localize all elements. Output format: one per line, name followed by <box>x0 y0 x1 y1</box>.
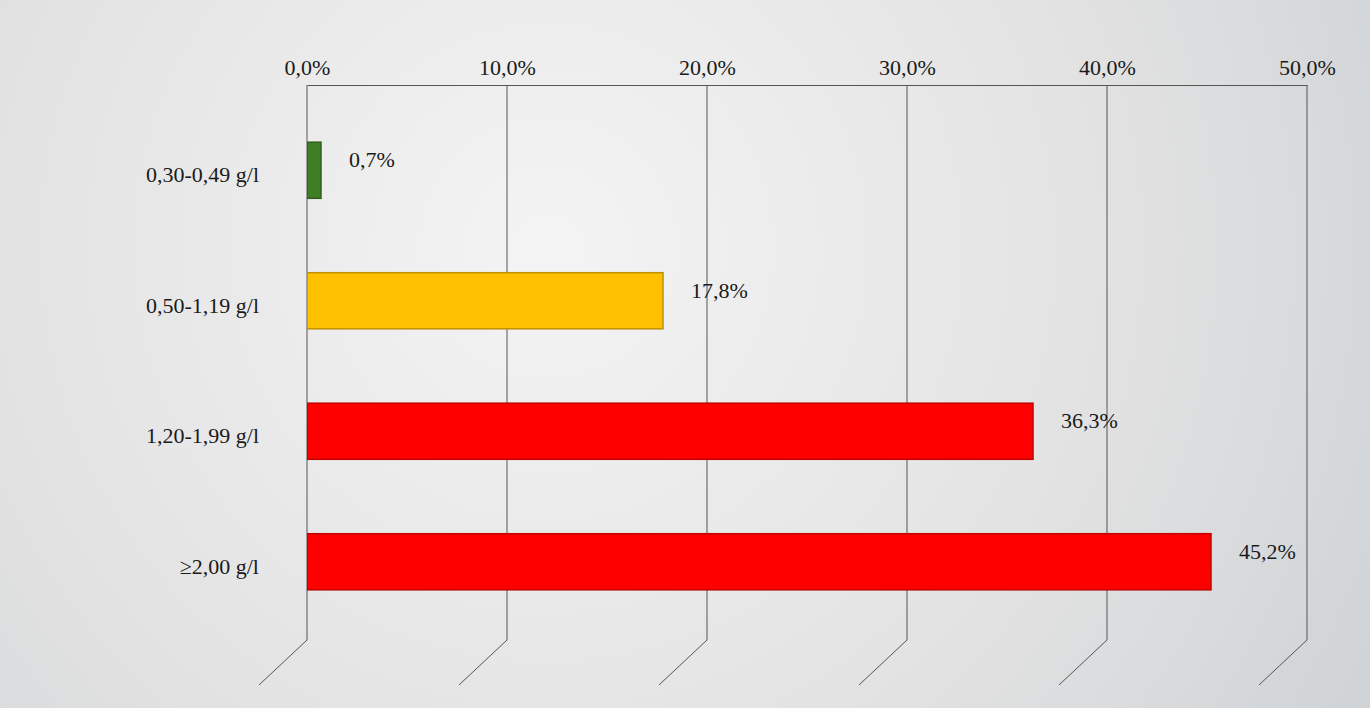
tick-label: 30,0% <box>879 55 936 80</box>
tick: 50,0% <box>1279 55 1336 85</box>
tick-label: 40,0% <box>1079 55 1136 80</box>
tick: 20,0% <box>679 55 736 85</box>
grid-line-foot <box>1259 640 1307 685</box>
bar <box>307 534 1211 590</box>
category-tick: 0,30-0,49 g/l <box>146 162 307 187</box>
data-label: 17,8% <box>691 278 748 303</box>
tick-label: 50,0% <box>1279 55 1336 80</box>
category-tick: 0,50-1,19 g/l <box>146 293 307 318</box>
grid-line-foot <box>859 640 907 685</box>
bar <box>307 273 663 329</box>
data-labels: 0,7% 17,8% 36,3% 45,2% <box>349 147 1296 564</box>
bars <box>307 142 1211 590</box>
category-label: 0,50-1,19 g/l <box>146 293 259 318</box>
tick: 10,0% <box>479 55 536 85</box>
category-axis: 0,30-0,49 g/l 0,50-1,19 g/l 1,20-1,99 g/l ≥… <box>146 162 307 578</box>
data-label: 0,7% <box>349 147 395 172</box>
grid-line <box>1307 85 1308 640</box>
tick-label: 20,0% <box>679 55 736 80</box>
bar <box>307 403 1033 459</box>
tick-label: 10,0% <box>479 55 536 80</box>
axis-line <box>308 85 1308 86</box>
grid <box>259 85 1307 685</box>
category-label: ≥2,00 g/l <box>180 554 259 579</box>
data-label: 45,2% <box>1239 539 1296 564</box>
data-label: 36,3% <box>1061 408 1118 433</box>
tick: 30,0% <box>879 55 936 85</box>
category-tick: 1,20-1,99 g/l <box>146 423 307 448</box>
tick-label: 0,0% <box>285 55 331 80</box>
grid-line-foot <box>659 640 707 685</box>
category-label: 0,30-0,49 g/l <box>146 162 259 187</box>
grid-line-foot <box>1059 640 1107 685</box>
tick: 0,0% <box>285 55 331 85</box>
category-label: 1,20-1,99 g/l <box>146 423 259 448</box>
x-axis: 0,0% 10,0% 20,0% 30,0% 40,0% 50,0% <box>285 55 1336 86</box>
grid-line-foot <box>459 640 507 685</box>
category-tick: ≥2,00 g/l <box>180 554 307 579</box>
bar <box>307 142 321 198</box>
grid-line-foot <box>259 640 307 685</box>
tick: 40,0% <box>1079 55 1136 85</box>
chart: 0,0% 10,0% 20,0% 30,0% 40,0% 50,0% 0,30-0,49 g… <box>0 0 1370 708</box>
